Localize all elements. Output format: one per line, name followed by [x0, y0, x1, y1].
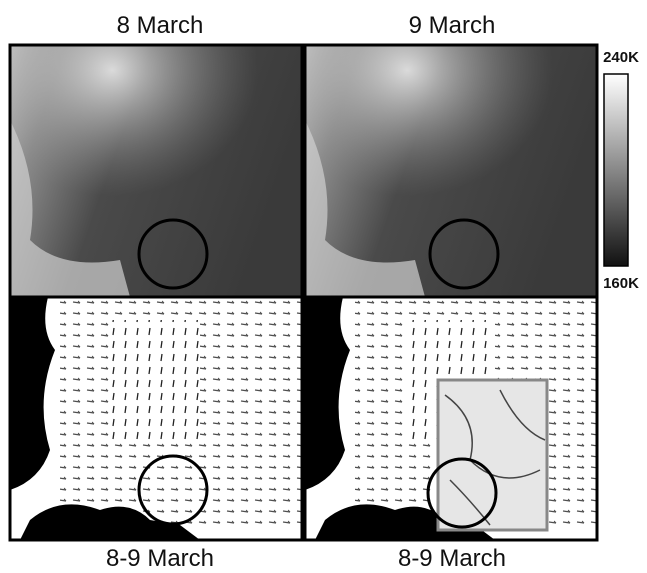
colorbar-max: 240K	[603, 49, 639, 66]
motion-vectors	[305, 297, 597, 540]
figure-canvas: 8 March 9 March	[0, 0, 647, 573]
satellite-image	[305, 45, 597, 297]
panel-label: 9 March	[409, 12, 496, 39]
figure: 8 March 9 March	[0, 0, 647, 573]
satellite-image	[10, 45, 302, 297]
panel-label: 8-9 March	[398, 545, 506, 572]
motion-vectors	[10, 297, 302, 540]
colorbar	[604, 74, 628, 266]
panel-label: 8-9 March	[106, 545, 214, 572]
colorbar-min: 160K	[603, 275, 639, 292]
panel-label: 8 March	[117, 12, 204, 39]
